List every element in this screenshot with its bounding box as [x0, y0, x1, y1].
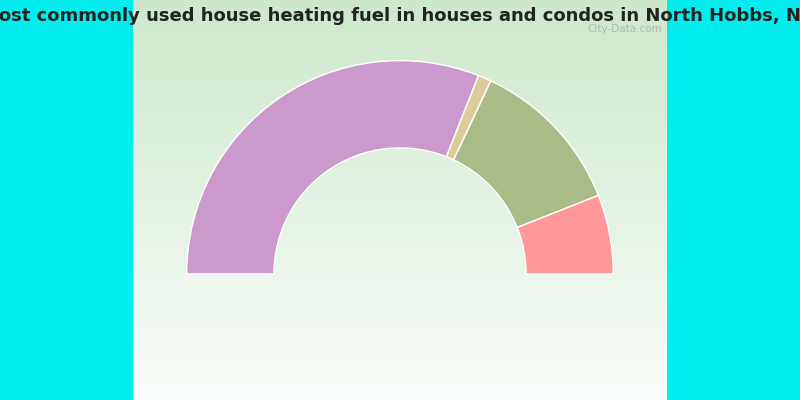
Bar — [134, 395, 666, 400]
Bar — [134, 190, 666, 195]
Bar — [134, 200, 666, 205]
Bar — [134, 340, 666, 345]
Bar — [134, 115, 666, 120]
Text: Most commonly used house heating fuel in houses and condos in North Hobbs, NM: Most commonly used house heating fuel in… — [0, 7, 800, 25]
Bar — [134, 80, 666, 85]
Bar — [134, 325, 666, 330]
Bar — [134, 210, 666, 215]
Bar — [134, 185, 666, 190]
Bar — [134, 0, 666, 5]
Wedge shape — [446, 76, 491, 160]
Bar — [134, 250, 666, 255]
Bar — [134, 240, 666, 245]
Bar — [134, 35, 666, 40]
Bar — [134, 275, 666, 280]
Bar — [134, 370, 666, 375]
Bar — [134, 165, 666, 170]
Bar — [134, 60, 666, 65]
Bar — [134, 360, 666, 365]
Bar — [134, 290, 666, 295]
Bar — [134, 335, 666, 340]
Bar — [134, 365, 666, 370]
Bar — [134, 170, 666, 175]
Bar — [134, 140, 666, 145]
Bar — [134, 225, 666, 230]
Bar — [134, 5, 666, 10]
Bar — [134, 235, 666, 240]
Bar — [134, 245, 666, 250]
Bar — [134, 150, 666, 155]
Bar — [134, 385, 666, 390]
Bar — [134, 260, 666, 265]
Bar — [134, 300, 666, 305]
Bar — [134, 85, 666, 90]
Bar — [134, 125, 666, 130]
Bar — [134, 160, 666, 165]
Bar — [134, 375, 666, 380]
Bar — [134, 195, 666, 200]
Bar — [134, 25, 666, 30]
Bar — [134, 320, 666, 325]
Wedge shape — [518, 196, 614, 274]
Bar — [134, 55, 666, 60]
Bar — [134, 20, 666, 25]
Bar — [134, 95, 666, 100]
Bar — [134, 295, 666, 300]
Bar — [134, 180, 666, 185]
Bar — [134, 310, 666, 315]
Bar — [134, 205, 666, 210]
Bar — [134, 355, 666, 360]
Bar — [134, 175, 666, 180]
Bar — [134, 10, 666, 15]
Bar — [134, 350, 666, 355]
Bar — [134, 305, 666, 310]
Bar — [134, 50, 666, 55]
Bar — [134, 130, 666, 135]
Bar — [134, 230, 666, 235]
Bar — [134, 90, 666, 95]
Bar — [134, 220, 666, 225]
Bar — [134, 75, 666, 80]
Bar — [134, 270, 666, 275]
Wedge shape — [454, 81, 598, 228]
Bar — [134, 280, 666, 285]
Bar — [134, 330, 666, 335]
Bar — [134, 45, 666, 50]
Bar — [134, 100, 666, 105]
Bar — [134, 70, 666, 75]
Bar — [134, 155, 666, 160]
Bar — [134, 120, 666, 125]
Bar — [134, 345, 666, 350]
Bar — [134, 30, 666, 35]
Bar — [134, 215, 666, 220]
Bar — [134, 315, 666, 320]
Bar — [134, 135, 666, 140]
Wedge shape — [186, 61, 478, 274]
Text: City-Data.com: City-Data.com — [587, 24, 662, 34]
Bar — [134, 380, 666, 385]
Bar — [134, 255, 666, 260]
Bar — [134, 105, 666, 110]
Bar — [134, 145, 666, 150]
Bar — [134, 40, 666, 45]
Bar — [134, 65, 666, 70]
Bar — [134, 110, 666, 115]
Bar — [134, 285, 666, 290]
Bar — [134, 15, 666, 20]
Bar — [134, 390, 666, 395]
Bar — [134, 265, 666, 270]
